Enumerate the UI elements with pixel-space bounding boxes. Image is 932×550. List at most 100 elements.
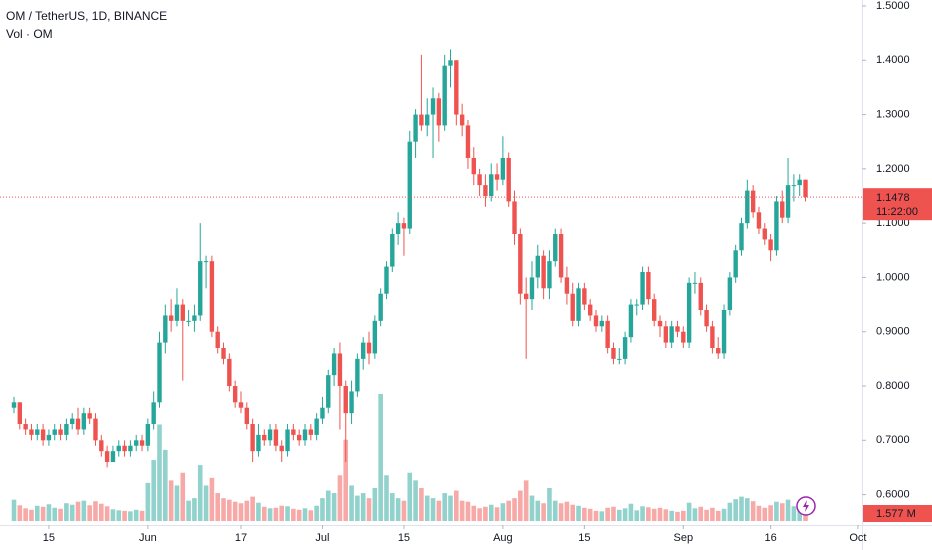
volume-bar <box>64 503 69 521</box>
candle-body <box>192 315 197 321</box>
candle-body <box>401 223 407 229</box>
candle-body <box>308 429 314 435</box>
candle-body <box>774 201 779 251</box>
volume-bar <box>605 507 610 521</box>
volume-bar <box>227 499 232 521</box>
candle-body <box>203 261 209 263</box>
candle-body <box>29 429 34 435</box>
volume-bar <box>803 512 808 521</box>
volume-bar <box>34 505 40 521</box>
candle-body <box>529 277 535 300</box>
candle-body <box>547 261 552 289</box>
volume-bar <box>46 504 52 521</box>
volume-bar <box>500 503 506 521</box>
x-tick-label: 15 <box>398 532 410 544</box>
candle-body <box>180 304 185 321</box>
candle-body <box>553 233 558 262</box>
candle-body <box>390 233 395 267</box>
volume-bar <box>232 501 238 521</box>
volume-bar <box>244 500 250 521</box>
last-price-label: 1.1478 <box>876 192 910 204</box>
candle-body <box>570 293 575 321</box>
volume-bar <box>291 508 296 521</box>
volume-bar <box>157 424 162 521</box>
volume-bar <box>75 501 81 521</box>
candle-body <box>652 299 657 321</box>
candle-body <box>716 348 721 354</box>
volume-bar <box>250 496 255 521</box>
candle-body <box>238 402 244 408</box>
candle-body <box>605 320 610 349</box>
candle-body <box>70 418 75 425</box>
candle-body <box>151 402 156 425</box>
volume-bar <box>564 501 570 521</box>
y-tick-label: 0.8000 <box>876 380 910 392</box>
volume-bar <box>186 500 191 521</box>
volume-bar <box>17 505 23 521</box>
volume-bar <box>651 508 657 521</box>
volume-bar <box>40 506 46 521</box>
y-tick-label: 1.5000 <box>876 0 910 12</box>
alert-icon[interactable] <box>796 496 816 516</box>
candle-body <box>35 429 40 435</box>
candle-body <box>465 125 471 158</box>
volume-bar <box>413 480 418 521</box>
candle-body <box>221 348 226 359</box>
candle-body <box>262 434 267 441</box>
volume-bar <box>87 505 92 521</box>
y-tick-label: 0.9000 <box>876 326 910 338</box>
volume-bar <box>180 472 186 521</box>
y-tick-label: 0.6000 <box>876 489 910 501</box>
volume-bar <box>488 504 494 521</box>
y-tick-label: 1.0000 <box>876 271 910 283</box>
volume-bar <box>343 439 349 521</box>
volume-bar <box>721 508 727 521</box>
volume-bar <box>733 499 738 521</box>
candle-body <box>750 190 756 213</box>
volume-bar <box>384 475 389 521</box>
candle-body <box>454 60 459 115</box>
x-tick-label: 15 <box>43 532 55 544</box>
candle-body <box>558 233 564 278</box>
candle-body <box>756 212 762 229</box>
volume-bar <box>163 449 168 521</box>
chart-title: OM / TetherUS, 1D, BINANCE <box>6 9 167 23</box>
candle-body <box>244 407 249 425</box>
volume-bar <box>681 510 686 521</box>
volume-bar <box>797 508 802 521</box>
candle-body <box>407 141 412 229</box>
candle-body <box>302 429 308 441</box>
candle-body <box>692 282 698 284</box>
volume-bar <box>279 505 285 521</box>
volume-bar <box>768 505 773 521</box>
candle-body <box>541 255 546 289</box>
volume-bar <box>535 500 541 521</box>
volume-bar <box>221 498 226 521</box>
last-volume-box <box>863 504 932 522</box>
alert-bolt[interactable] <box>803 500 809 512</box>
volume-bar <box>372 487 378 521</box>
volume-bar <box>715 510 721 521</box>
candle-body <box>681 331 686 343</box>
x-tick-label: Aug <box>493 532 513 544</box>
volume-bar <box>174 485 180 521</box>
candle-body <box>395 223 401 234</box>
volume-bar <box>320 498 325 521</box>
volume-bar <box>349 485 354 521</box>
volume-bar <box>640 506 645 521</box>
candle-body <box>285 429 290 452</box>
candle-body <box>291 429 296 435</box>
candle-body <box>518 233 523 294</box>
volume-bar <box>459 500 465 521</box>
candle-body <box>500 157 506 180</box>
volume-bar <box>628 503 634 521</box>
candle-body <box>733 250 738 278</box>
candle-body <box>727 277 733 311</box>
x-tick-label: 15 <box>578 532 590 544</box>
volume-bar <box>52 507 58 521</box>
volume-bar <box>477 508 482 521</box>
volume-bar <box>430 498 436 521</box>
volume-bar <box>325 490 331 521</box>
